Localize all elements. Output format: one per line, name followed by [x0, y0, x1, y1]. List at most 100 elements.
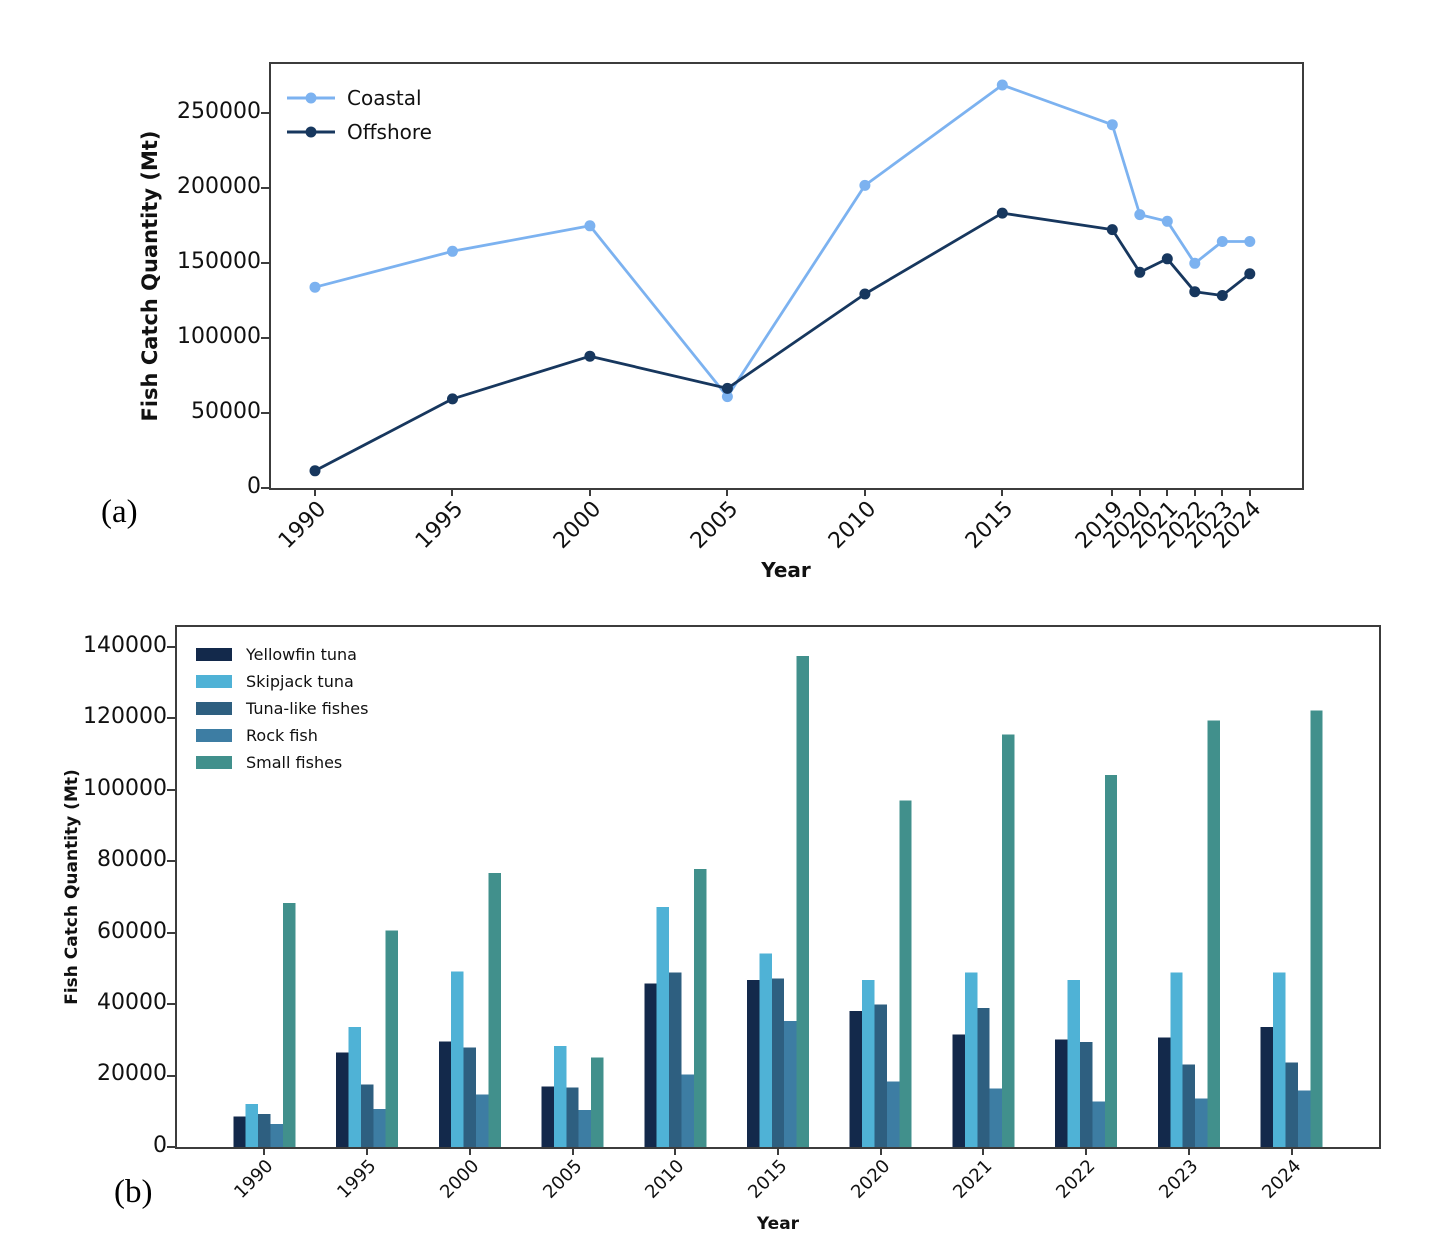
line-plot-canvas: [309, 79, 1256, 477]
bar-yellowfin-tuna-2024: [1260, 1027, 1274, 1147]
bar-yellowfin-tuna-2005: [541, 1086, 554, 1147]
legend-label: Offshore: [347, 120, 432, 144]
data-point-coastal: [721, 391, 733, 403]
bar-rock-fish-2005: [578, 1110, 592, 1147]
bar-yellowfin-tuna-2020: [849, 1010, 863, 1147]
bar-small-fishes-2000: [488, 873, 501, 1147]
x-tick-mark: [313, 488, 316, 496]
x-tick-mark: [571, 1147, 574, 1155]
y-tick-label: 20000: [97, 1061, 167, 1087]
bar-skipjack-tuna-1990: [245, 1103, 259, 1147]
bar-tuna-like-fishes-2020: [874, 1004, 887, 1147]
panel-a-label: (a): [101, 494, 138, 530]
x-tick-mark: [982, 1147, 985, 1155]
data-point-offshore: [447, 393, 458, 405]
legend-item-skipjack-tuna: Skipjack tuna: [196, 668, 368, 695]
chart-a-y-axis-title: Fish Catch Quantity (Mt): [138, 130, 162, 422]
legend-label: Small fishes: [246, 752, 343, 772]
data-point-coastal: [1244, 236, 1256, 247]
bar-tuna-like-fishes-2023: [1182, 1064, 1196, 1147]
y-tick-mark: [261, 112, 269, 115]
x-tick-mark: [1111, 488, 1114, 496]
y-tick-mark: [261, 262, 269, 265]
y-tick-mark: [167, 646, 175, 648]
line-series-offshore: [309, 207, 1256, 477]
bar-series-tuna-like-fishes: [258, 972, 1298, 1147]
y-tick-label: 100000: [83, 775, 167, 801]
bar-rock-fish-2000: [476, 1094, 489, 1147]
x-tick-mark: [1001, 488, 1004, 496]
y-tick-mark: [261, 487, 269, 489]
bar-tuna-like-fishes-2015: [771, 978, 785, 1147]
y-tick-label: 200000: [177, 174, 261, 200]
x-tick-mark: [863, 488, 866, 496]
y-tick-label: 80000: [97, 847, 167, 873]
x-tick-mark: [726, 488, 729, 496]
chart-b-y-axis-title: Fish Catch Quantity (Mt): [62, 769, 82, 1005]
bar-skipjack-tuna-2005: [553, 1045, 567, 1147]
bar-yellowfin-tuna-2010: [644, 983, 657, 1147]
bar-skipjack-tuna-2024: [1273, 972, 1286, 1147]
data-point-coastal: [996, 79, 1008, 91]
legend-item-yellowfin-tuna: Yellowfin tuna: [196, 641, 368, 668]
bar-yellowfin-tuna-2021: [952, 1034, 965, 1147]
data-point-offshore: [584, 350, 596, 362]
x-tick-mark: [1248, 488, 1251, 496]
legend-line-sample-offshore: [287, 126, 335, 138]
x-tick-label: 2000: [548, 496, 607, 554]
x-tick-mark: [263, 1147, 266, 1155]
bar-small-fishes-2023: [1207, 720, 1220, 1147]
data-point-coastal: [447, 245, 458, 257]
legend-item-small-fishes: Small fishes: [196, 749, 368, 776]
x-tick-mark: [879, 1147, 882, 1155]
y-tick-label: 140000: [83, 632, 167, 658]
bar-tuna-like-fishes-2010: [669, 972, 682, 1147]
bar-small-fishes-2024: [1310, 710, 1323, 1147]
chart-b-legend: Yellowfin tuna Skipjack tuna Tuna-like fis…: [196, 641, 368, 776]
bar-small-fishes-2020: [899, 800, 912, 1147]
data-point-coastal: [1216, 236, 1228, 247]
bar-skipjack-tuna-1995: [348, 1027, 361, 1147]
bar-yellowfin-tuna-1990: [233, 1116, 246, 1147]
bar-rock-fish-1990: [270, 1124, 283, 1147]
x-tick-mark: [1193, 488, 1196, 496]
y-tick-mark: [167, 931, 175, 934]
line-series-coastal: [309, 79, 1256, 403]
bar-skipjack-tuna-2021: [964, 972, 978, 1147]
x-tick-mark: [468, 1147, 471, 1155]
x-tick-mark: [674, 1147, 677, 1155]
bar-series-yellowfin-tuna: [233, 980, 1274, 1147]
y-tick-label: 50000: [191, 398, 261, 424]
legend-label: Rock fish: [246, 725, 318, 745]
bar-small-fishes-2022: [1104, 774, 1118, 1147]
bar-skipjack-tuna-2022: [1067, 980, 1080, 1147]
legend-swatch-yellowfin-tuna: [196, 648, 232, 661]
bar-skipjack-tuna-2020: [862, 980, 875, 1147]
legend-item-offshore: Offshore: [287, 118, 432, 146]
chart-b-plot-area: 0 20000 40000 60000 80000 100000 120000 140000 1…: [83, 625, 1381, 1203]
x-tick-mark: [1221, 488, 1224, 496]
bar-tuna-like-fishes-1990: [258, 1114, 271, 1147]
legend-swatch-small-fishes: [196, 756, 232, 769]
x-tick-mark: [1290, 1147, 1293, 1155]
y-tick-label: 250000: [177, 99, 261, 125]
bar-small-fishes-2021: [1002, 734, 1015, 1147]
y-tick-mark: [167, 788, 175, 791]
y-tick-label: 120000: [83, 704, 167, 730]
bar-yellowfin-tuna-2022: [1055, 1039, 1068, 1147]
bar-series-small-fishes: [282, 655, 1323, 1147]
data-point-offshore: [1161, 253, 1173, 265]
x-tick-mark: [451, 488, 454, 496]
bar-rock-fish-2023: [1195, 1098, 1208, 1147]
legend-label: Tuna-like fishes: [246, 698, 369, 718]
y-tick-mark: [167, 717, 175, 720]
data-point-offshore: [859, 288, 871, 300]
bar-yellowfin-tuna-2023: [1157, 1037, 1171, 1147]
legend-item-coastal: Coastal: [287, 84, 432, 112]
bar-plot-canvas: [233, 655, 1323, 1147]
bar-series-skipjack-tuna: [245, 907, 1286, 1147]
bar-skipjack-tuna-2015: [759, 953, 772, 1147]
panel-b-label: (b): [114, 1174, 153, 1210]
data-point-offshore: [721, 382, 733, 394]
data-point-coastal: [1106, 119, 1118, 131]
